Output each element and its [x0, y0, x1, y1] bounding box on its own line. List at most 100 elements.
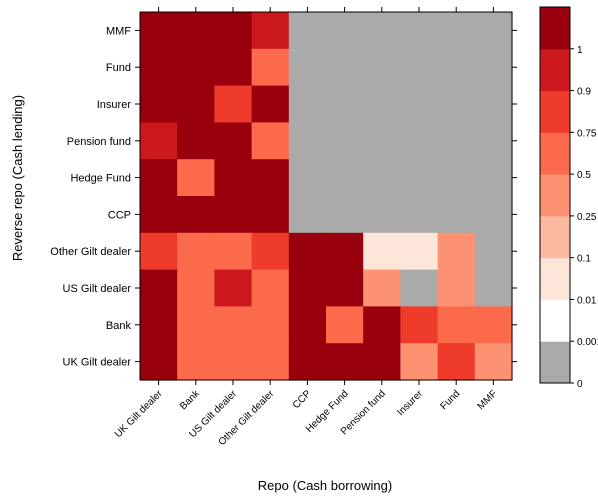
heatmap-cell [177, 48, 215, 87]
heatmap-cell [363, 196, 401, 234]
colorbar-label: 0 [577, 379, 583, 390]
heatmap-cell [326, 48, 364, 87]
heatmap-cells [140, 12, 513, 381]
heatmap-cell [437, 269, 476, 307]
colorbar-label: 0.5 [577, 170, 591, 181]
heatmap-cell [474, 196, 513, 234]
colorbar-bin [540, 215, 570, 259]
heatmap-cell [474, 232, 513, 271]
colorbar-label: 0.1 [577, 254, 591, 265]
heatmap-cell [363, 343, 401, 381]
heatmap-cell [177, 159, 215, 197]
heatmap-cell [437, 12, 476, 50]
colorbar-bin [540, 174, 570, 217]
heatmap-cell [140, 232, 178, 271]
heatmap-cell [400, 122, 439, 160]
colorbar-bin [540, 7, 570, 50]
heatmap-cell [474, 159, 513, 197]
colorbar-label: 0.25 [577, 212, 597, 223]
heatmap-cell [437, 232, 476, 271]
heatmap-cell [363, 48, 401, 87]
heatmap-cell [288, 85, 327, 123]
x-tick-label: MMF [476, 388, 500, 412]
heatmap-cell [363, 269, 401, 307]
heatmap-cell [363, 232, 401, 271]
heatmap-cell [177, 306, 215, 344]
colorbar-label: 0.001 [577, 337, 598, 348]
colorbar-bin [540, 341, 570, 384]
plot-frame [139, 11, 513, 381]
heatmap-cell [214, 196, 253, 234]
heatmap-cell [177, 85, 215, 123]
heatmap-cell [437, 159, 476, 197]
heatmap-cell [288, 12, 327, 50]
heatmap-cell [140, 122, 178, 160]
colorbar-label: 0.9 [577, 87, 591, 98]
heatmap-cell [400, 269, 439, 307]
heatmap-cell [251, 12, 290, 50]
heatmap-cell [177, 343, 215, 381]
heatmap-cell [474, 12, 513, 50]
heatmap-cell [326, 159, 364, 197]
heatmap-cell [288, 122, 327, 160]
heatmap-cell [251, 48, 290, 87]
y-tick-label: UK Gilt dealer [63, 357, 132, 369]
heatmap-cell [363, 306, 401, 344]
heatmap-cell [474, 48, 513, 87]
heatmap-cell [288, 232, 327, 271]
y-tick-label: MMF [106, 25, 131, 37]
y-axis-label: Reverse repo (Cash lending) [10, 95, 25, 261]
heatmap-cell [251, 85, 290, 123]
heatmap-cell [214, 12, 253, 50]
colorbar-bin [540, 90, 570, 133]
y-tick-label: Bank [106, 320, 132, 332]
heatmap-cell [251, 343, 290, 381]
heatmap-cell [288, 343, 327, 381]
heatmap-cell [363, 85, 401, 123]
axis-ticks [135, 7, 517, 385]
y-tick-label: US Gilt dealer [63, 283, 132, 295]
heatmap-cell [251, 159, 290, 197]
colorbar-label: 0.01 [577, 295, 597, 306]
heatmap-cell [288, 306, 327, 344]
heatmap-cell [326, 232, 364, 271]
heatmap-cell [177, 12, 215, 50]
heatmap-cell [140, 85, 178, 123]
y-tick-label: Pension fund [67, 136, 131, 148]
heatmap-cell [400, 159, 439, 197]
heatmap-cell [437, 196, 476, 234]
y-tick-label: Insurer [97, 99, 132, 111]
heatmap-cell [400, 85, 439, 123]
heatmap-cell [363, 122, 401, 160]
heatmap-cell [251, 122, 290, 160]
heatmap-cell [400, 343, 439, 381]
heatmap-cell [177, 269, 215, 307]
heatmap-cell [214, 85, 253, 123]
y-tick-label: Fund [106, 62, 131, 74]
heatmap-cell [288, 269, 327, 307]
colorbar-bin [540, 299, 570, 342]
heatmap-cell [437, 48, 476, 87]
x-tick-label: Fund [438, 388, 462, 412]
heatmap-cell [214, 269, 253, 307]
heatmap-cell [437, 85, 476, 123]
heatmap-cell [214, 122, 253, 160]
heatmap-cell [474, 306, 513, 344]
heatmap-cell [363, 159, 401, 197]
heatmap-cell [288, 196, 327, 234]
heatmap-cell [326, 343, 364, 381]
heatmap-cell [251, 306, 290, 344]
heatmap-cell [400, 306, 439, 344]
heatmap-cell [326, 269, 364, 307]
heatmap-cell [177, 196, 215, 234]
heatmap-cell [474, 269, 513, 307]
colorbar-bin [540, 48, 570, 92]
colorbar-bin [540, 132, 570, 175]
heatmap-cell [214, 232, 253, 271]
heatmap-cell [140, 48, 178, 87]
heatmap-cell [140, 269, 178, 307]
heatmap-cell [288, 48, 327, 87]
heatmap-cell [474, 85, 513, 123]
